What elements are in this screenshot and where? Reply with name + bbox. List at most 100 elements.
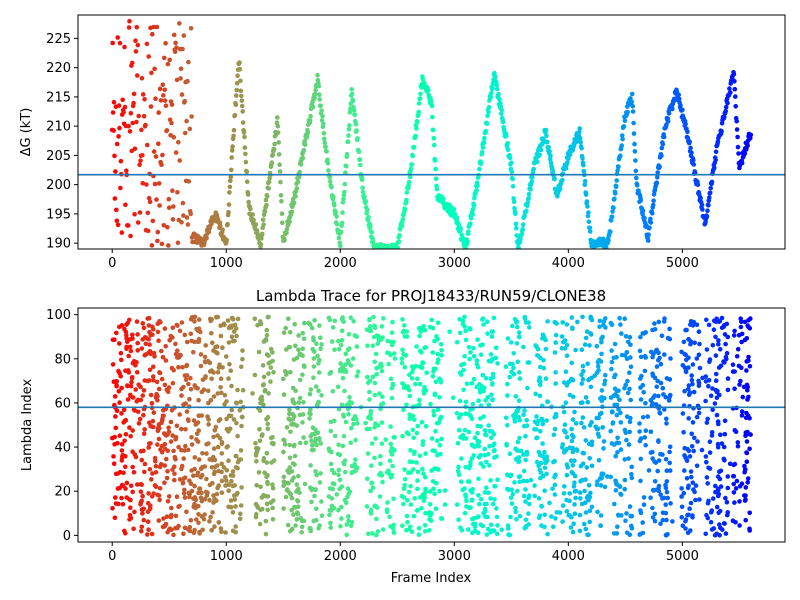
lambda-point [386, 361, 392, 367]
dg-point [112, 153, 117, 159]
lambda-point [128, 505, 133, 511]
lambda-point [431, 369, 436, 374]
lambda-point [314, 442, 319, 448]
dg-point [499, 111, 504, 116]
lambda-point [337, 477, 343, 483]
lambda-point [318, 335, 323, 341]
lambda-point [481, 464, 486, 469]
dg-point [170, 188, 175, 193]
lambda-point [578, 463, 584, 469]
lambda-point [347, 395, 352, 400]
lambda-point [645, 414, 650, 419]
dg-point [312, 95, 318, 100]
lambda-point [689, 444, 695, 449]
dg-point [723, 104, 729, 110]
lambda-point [292, 505, 298, 510]
dg-point [514, 225, 519, 231]
lambda-point [638, 436, 644, 441]
dg-point [548, 153, 553, 159]
dg-point [126, 25, 132, 30]
lambda-point [270, 482, 275, 487]
lambda-point [128, 433, 133, 439]
lambda-point [381, 316, 386, 321]
lambda-point [534, 344, 539, 350]
lambda-point [524, 449, 530, 455]
lambda-point [119, 411, 124, 416]
lambda-point [302, 481, 308, 487]
lambda-point [405, 519, 410, 525]
lambda-point [319, 342, 324, 347]
dg-point [733, 94, 738, 99]
dg-point [112, 196, 118, 201]
lambda-point [724, 350, 730, 356]
lambda-point [264, 460, 270, 465]
dg-point [171, 204, 176, 209]
lambda-point [270, 435, 275, 440]
lambda-point [163, 521, 169, 527]
lambda-point [329, 467, 335, 473]
lambda-point [742, 463, 747, 469]
lambda-point [658, 492, 663, 498]
dg-x-ticks: 0 1000 2000 3000 4000 5000 [108, 249, 699, 271]
lambda-point [262, 387, 268, 393]
lambda-point [113, 414, 118, 419]
lambda-point [707, 466, 713, 471]
lambda-point [207, 482, 213, 488]
lambda-point [234, 333, 239, 339]
lambda-point [463, 436, 469, 441]
lambda-point [400, 317, 405, 322]
lambda-point [588, 384, 594, 390]
lambda-point [480, 316, 486, 321]
lambda-point [648, 429, 654, 435]
lambda-point [747, 364, 753, 369]
lambda-point [579, 420, 584, 426]
lambda-point [219, 461, 224, 467]
lambda-point [216, 483, 221, 488]
lambda-point [692, 340, 697, 346]
lambda-point [215, 391, 221, 396]
y-tick-label: 80 [54, 352, 71, 367]
lambda-point [694, 414, 700, 420]
lambda-point [622, 316, 627, 322]
lambda-point [509, 369, 514, 375]
lambda-point [264, 474, 269, 480]
lambda-point [258, 321, 264, 327]
lambda-point [683, 327, 688, 333]
dg-point [707, 195, 712, 200]
lambda-point [637, 421, 642, 426]
dg-point [265, 194, 270, 199]
lambda-point [192, 483, 197, 489]
lambda-point [485, 526, 491, 532]
lambda-point [439, 516, 445, 521]
lambda-point [230, 469, 236, 474]
lambda-point [612, 402, 617, 408]
lambda-point [517, 334, 522, 340]
dg-point [431, 127, 436, 133]
lambda-point [229, 325, 234, 330]
lambda-point [255, 505, 261, 510]
lambda-point [281, 474, 287, 480]
lambda-point [179, 426, 184, 432]
lambda-point [341, 412, 346, 418]
dg-point [610, 209, 615, 214]
lambda-point [505, 393, 510, 398]
lambda-point [252, 372, 258, 378]
dg-point [691, 158, 696, 163]
lambda-point [196, 397, 201, 403]
dg-point [519, 232, 525, 237]
lambda-point [510, 491, 516, 497]
lambda-point [157, 486, 163, 491]
lambda-point [113, 425, 119, 431]
lambda-point [583, 335, 589, 341]
lambda-point [125, 339, 130, 345]
lambda-point [648, 495, 653, 501]
lambda-point [347, 399, 353, 405]
lambda-point [625, 390, 631, 396]
lambda-point [187, 524, 193, 530]
lambda-point [683, 517, 689, 522]
lambda-point [343, 369, 349, 375]
lambda-point [309, 499, 314, 505]
dg-point [165, 224, 170, 230]
lambda-point [458, 412, 464, 417]
lambda-point [466, 505, 472, 511]
